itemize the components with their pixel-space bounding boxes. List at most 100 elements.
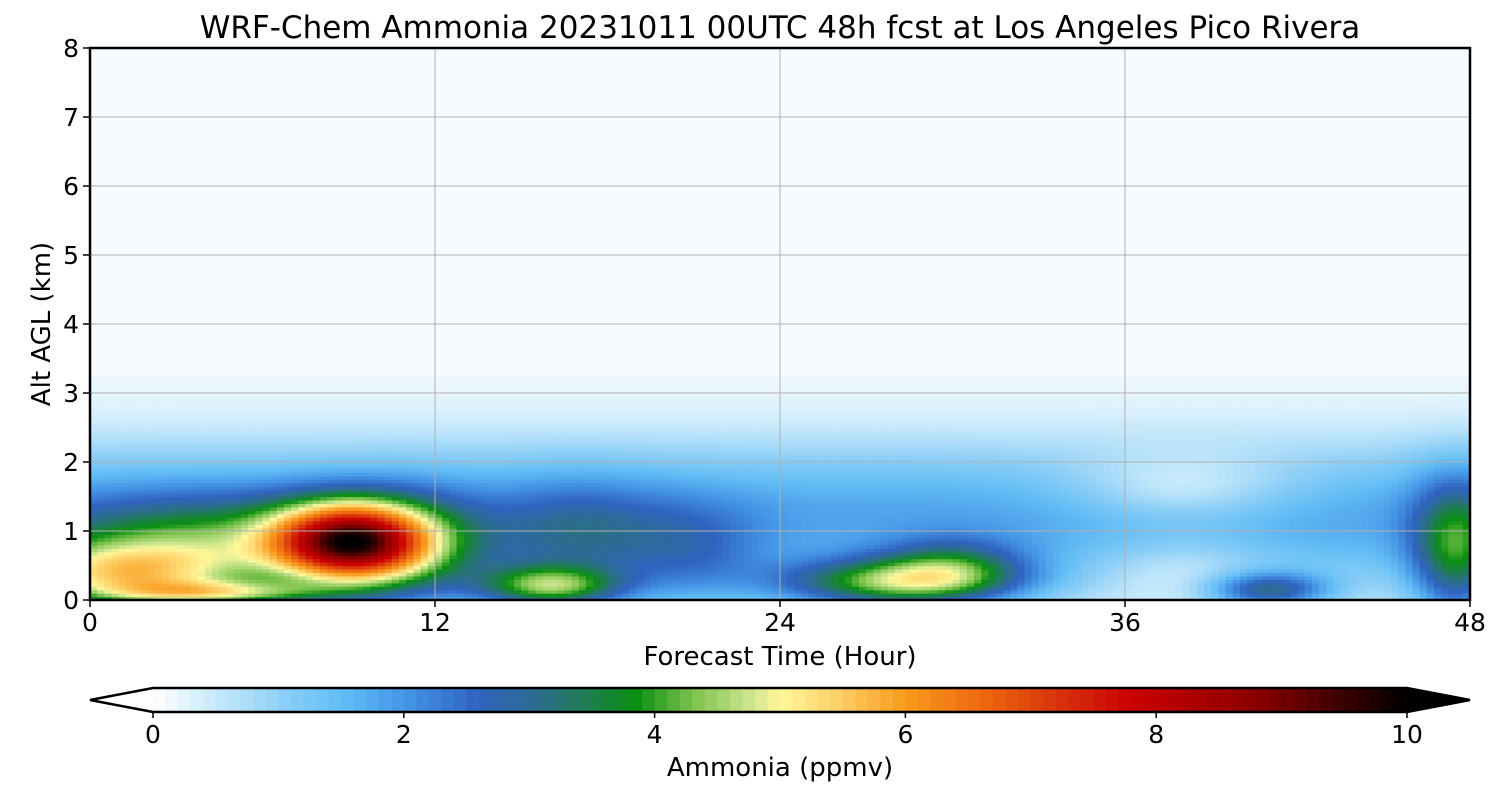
- heat-cell: [406, 396, 415, 401]
- heat-cell: [485, 489, 494, 494]
- heat-cell: [456, 434, 465, 439]
- heat-cell: [485, 486, 494, 491]
- heat-cell: [442, 544, 450, 549]
- heat-cell: [492, 430, 501, 435]
- heat-cell: [528, 437, 537, 442]
- heat-cell: [97, 493, 105, 498]
- heat-cell: [485, 458, 494, 463]
- heat-cell: [435, 410, 443, 415]
- heat-cell: [161, 462, 170, 467]
- heat-cell: [125, 424, 134, 429]
- heat-cell: [111, 489, 120, 494]
- heat-cell: [205, 593, 213, 598]
- heat-cell: [284, 386, 292, 391]
- heat-cell: [593, 462, 601, 467]
- heat-cell: [298, 403, 307, 408]
- heat-cell: [104, 572, 113, 577]
- heat-cell: [550, 417, 558, 422]
- heat-cell: [320, 510, 328, 515]
- heat-cell: [557, 575, 565, 580]
- heat-cell: [305, 475, 314, 480]
- heat-cell: [140, 510, 149, 515]
- heat-cell: [348, 572, 357, 577]
- heat-cell: [535, 444, 544, 449]
- heat-cell: [97, 410, 105, 415]
- heat-cell: [176, 375, 185, 380]
- heat-cell: [118, 393, 127, 398]
- heat-cell: [233, 568, 242, 573]
- heat-cell: [406, 406, 415, 411]
- heat-cell: [97, 499, 105, 504]
- heat-cell: [147, 448, 156, 453]
- heat-cell: [406, 441, 415, 446]
- heat-cell: [125, 537, 134, 542]
- heat-cell: [334, 575, 343, 580]
- heat-cell: [550, 468, 558, 473]
- heat-cell: [183, 586, 192, 591]
- heat-cell: [298, 389, 307, 394]
- heat-cell: [370, 479, 379, 484]
- heat-cell: [298, 582, 307, 587]
- heat-cell: [312, 393, 321, 398]
- heat-cell: [169, 430, 177, 435]
- heat-cell: [614, 589, 623, 594]
- heat-cell: [384, 462, 393, 467]
- heat-cell: [355, 555, 364, 560]
- heat-cell: [90, 451, 98, 456]
- heat-cell: [212, 544, 220, 549]
- heat-cell: [104, 434, 113, 439]
- heat-cell: [391, 475, 400, 480]
- heat-cell: [348, 482, 357, 487]
- heat-cell: [161, 489, 170, 494]
- heat-cell: [413, 558, 422, 563]
- heat-cell: [327, 503, 335, 508]
- heat-cell: [205, 420, 213, 425]
- heat-cell: [636, 541, 645, 546]
- heat-cell: [320, 513, 328, 518]
- heat-cell: [305, 582, 314, 587]
- heat-cell: [636, 486, 645, 491]
- heat-cell: [571, 531, 580, 536]
- heat-cell: [571, 517, 580, 522]
- heat-cell: [140, 493, 149, 498]
- heat-cell: [291, 493, 300, 498]
- heat-cell: [197, 551, 206, 556]
- heat-cell: [240, 475, 249, 480]
- heat-cell: [629, 506, 637, 511]
- heat-cell: [255, 475, 264, 480]
- heat-cell: [125, 399, 134, 404]
- heat-cell: [190, 448, 199, 453]
- heat-cell: [240, 458, 249, 463]
- heat-cell: [514, 462, 522, 467]
- heat-cell: [621, 448, 630, 453]
- heat-cell: [535, 472, 544, 477]
- heat-cell: [391, 534, 400, 539]
- heat-cell: [427, 475, 436, 480]
- heat-cell: [111, 520, 120, 525]
- heat-cell: [255, 544, 264, 549]
- heat-cell: [499, 544, 508, 549]
- heat-cell: [118, 444, 127, 449]
- heat-cell: [593, 393, 601, 398]
- heat-cell: [212, 451, 220, 456]
- heat-cell: [190, 482, 199, 487]
- heat-cell: [233, 455, 242, 460]
- heat-cell: [104, 541, 113, 546]
- heat-cell: [492, 499, 501, 504]
- heat-cell: [557, 382, 565, 387]
- heat-cell: [334, 579, 343, 584]
- heat-cell: [578, 389, 587, 394]
- heat-cell: [528, 475, 537, 480]
- heat-cell: [578, 544, 587, 549]
- heat-cell: [435, 555, 443, 560]
- heat-cell: [262, 524, 271, 529]
- heat-cell: [478, 389, 486, 394]
- heat-cell: [219, 468, 228, 473]
- heat-cell: [176, 386, 185, 391]
- heat-cell: [506, 582, 515, 587]
- heat-cell: [327, 393, 335, 398]
- heat-cell: [470, 482, 479, 487]
- heat-cell: [420, 448, 429, 453]
- heat-cell: [248, 406, 256, 411]
- heat-cell: [312, 496, 321, 501]
